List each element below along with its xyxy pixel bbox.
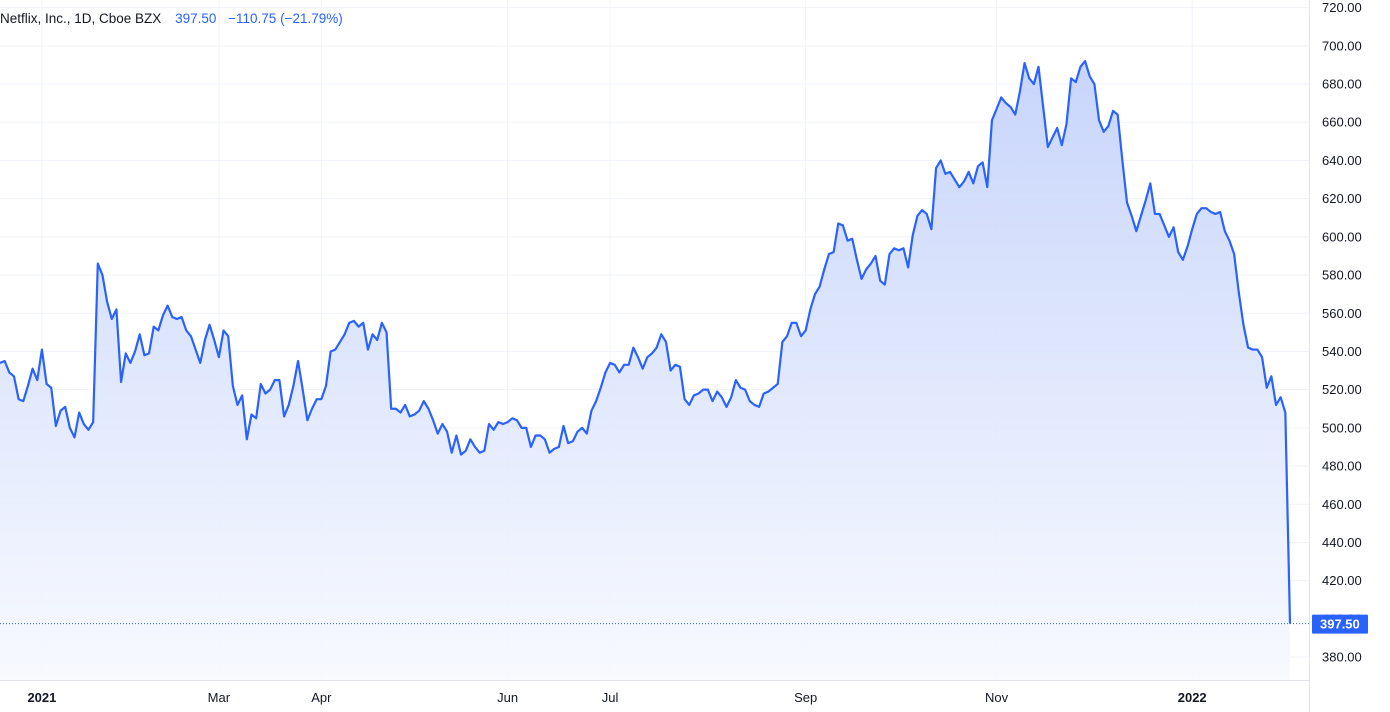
- y-tick-label: 720.00: [1322, 0, 1362, 15]
- y-tick-label: 520.00: [1322, 382, 1362, 397]
- x-tick-label: Sep: [794, 690, 817, 705]
- price-line-series: [0, 60, 1292, 624]
- y-tick-label: 580.00: [1322, 268, 1362, 283]
- line-layer: [0, 60, 1309, 625]
- y-tick-label: 620.00: [1322, 191, 1362, 206]
- y-tick-label: 480.00: [1322, 459, 1362, 474]
- y-tick-label: 380.00: [1322, 650, 1362, 665]
- y-tick-label: 500.00: [1322, 420, 1362, 435]
- legend-last-price: 397.50: [175, 11, 217, 26]
- y-tick-label: 460.00: [1322, 497, 1362, 512]
- area-layer: [0, 61, 1290, 681]
- last-price-badge: [1312, 614, 1368, 634]
- x-tick-label: Mar: [208, 690, 231, 705]
- x-tick-label: 2022: [1178, 690, 1207, 705]
- y-tick-label: 700.00: [1322, 38, 1362, 53]
- y-tick-label: 660.00: [1322, 115, 1362, 130]
- last-price-badge-label: 397.50: [1320, 617, 1360, 632]
- x-tick-label: Jul: [602, 690, 619, 705]
- x-tick-label: Jun: [497, 690, 518, 705]
- y-tick-label: 560.00: [1322, 306, 1362, 321]
- y-tick-label: 440.00: [1322, 535, 1362, 550]
- legend: Netflix, Inc., 1D, Cboe BZX 397.50 −110.…: [0, 11, 343, 26]
- x-tick-label: 2021: [27, 690, 56, 705]
- price-axis[interactable]: 380.00400.00420.00440.00460.00480.00500.…: [1309, 0, 1369, 712]
- time-axis[interactable]: 2021 Mar Apr Jun Jul Sep Nov 2022: [0, 680, 1309, 706]
- legend-change: −110.75 (−21.79%): [228, 11, 343, 26]
- y-tick-label: 540.00: [1322, 344, 1362, 359]
- y-tick-label: 600.00: [1322, 229, 1362, 244]
- price-area-fill: [0, 61, 1290, 681]
- x-tick-label: Apr: [311, 690, 332, 705]
- y-tick-label: 420.00: [1322, 573, 1362, 588]
- y-tick-label: 680.00: [1322, 77, 1362, 92]
- legend-symbol: Netflix, Inc., 1D, Cboe BZX: [0, 11, 162, 26]
- x-tick-label: Nov: [985, 690, 1009, 705]
- y-tick-label: 640.00: [1322, 153, 1362, 168]
